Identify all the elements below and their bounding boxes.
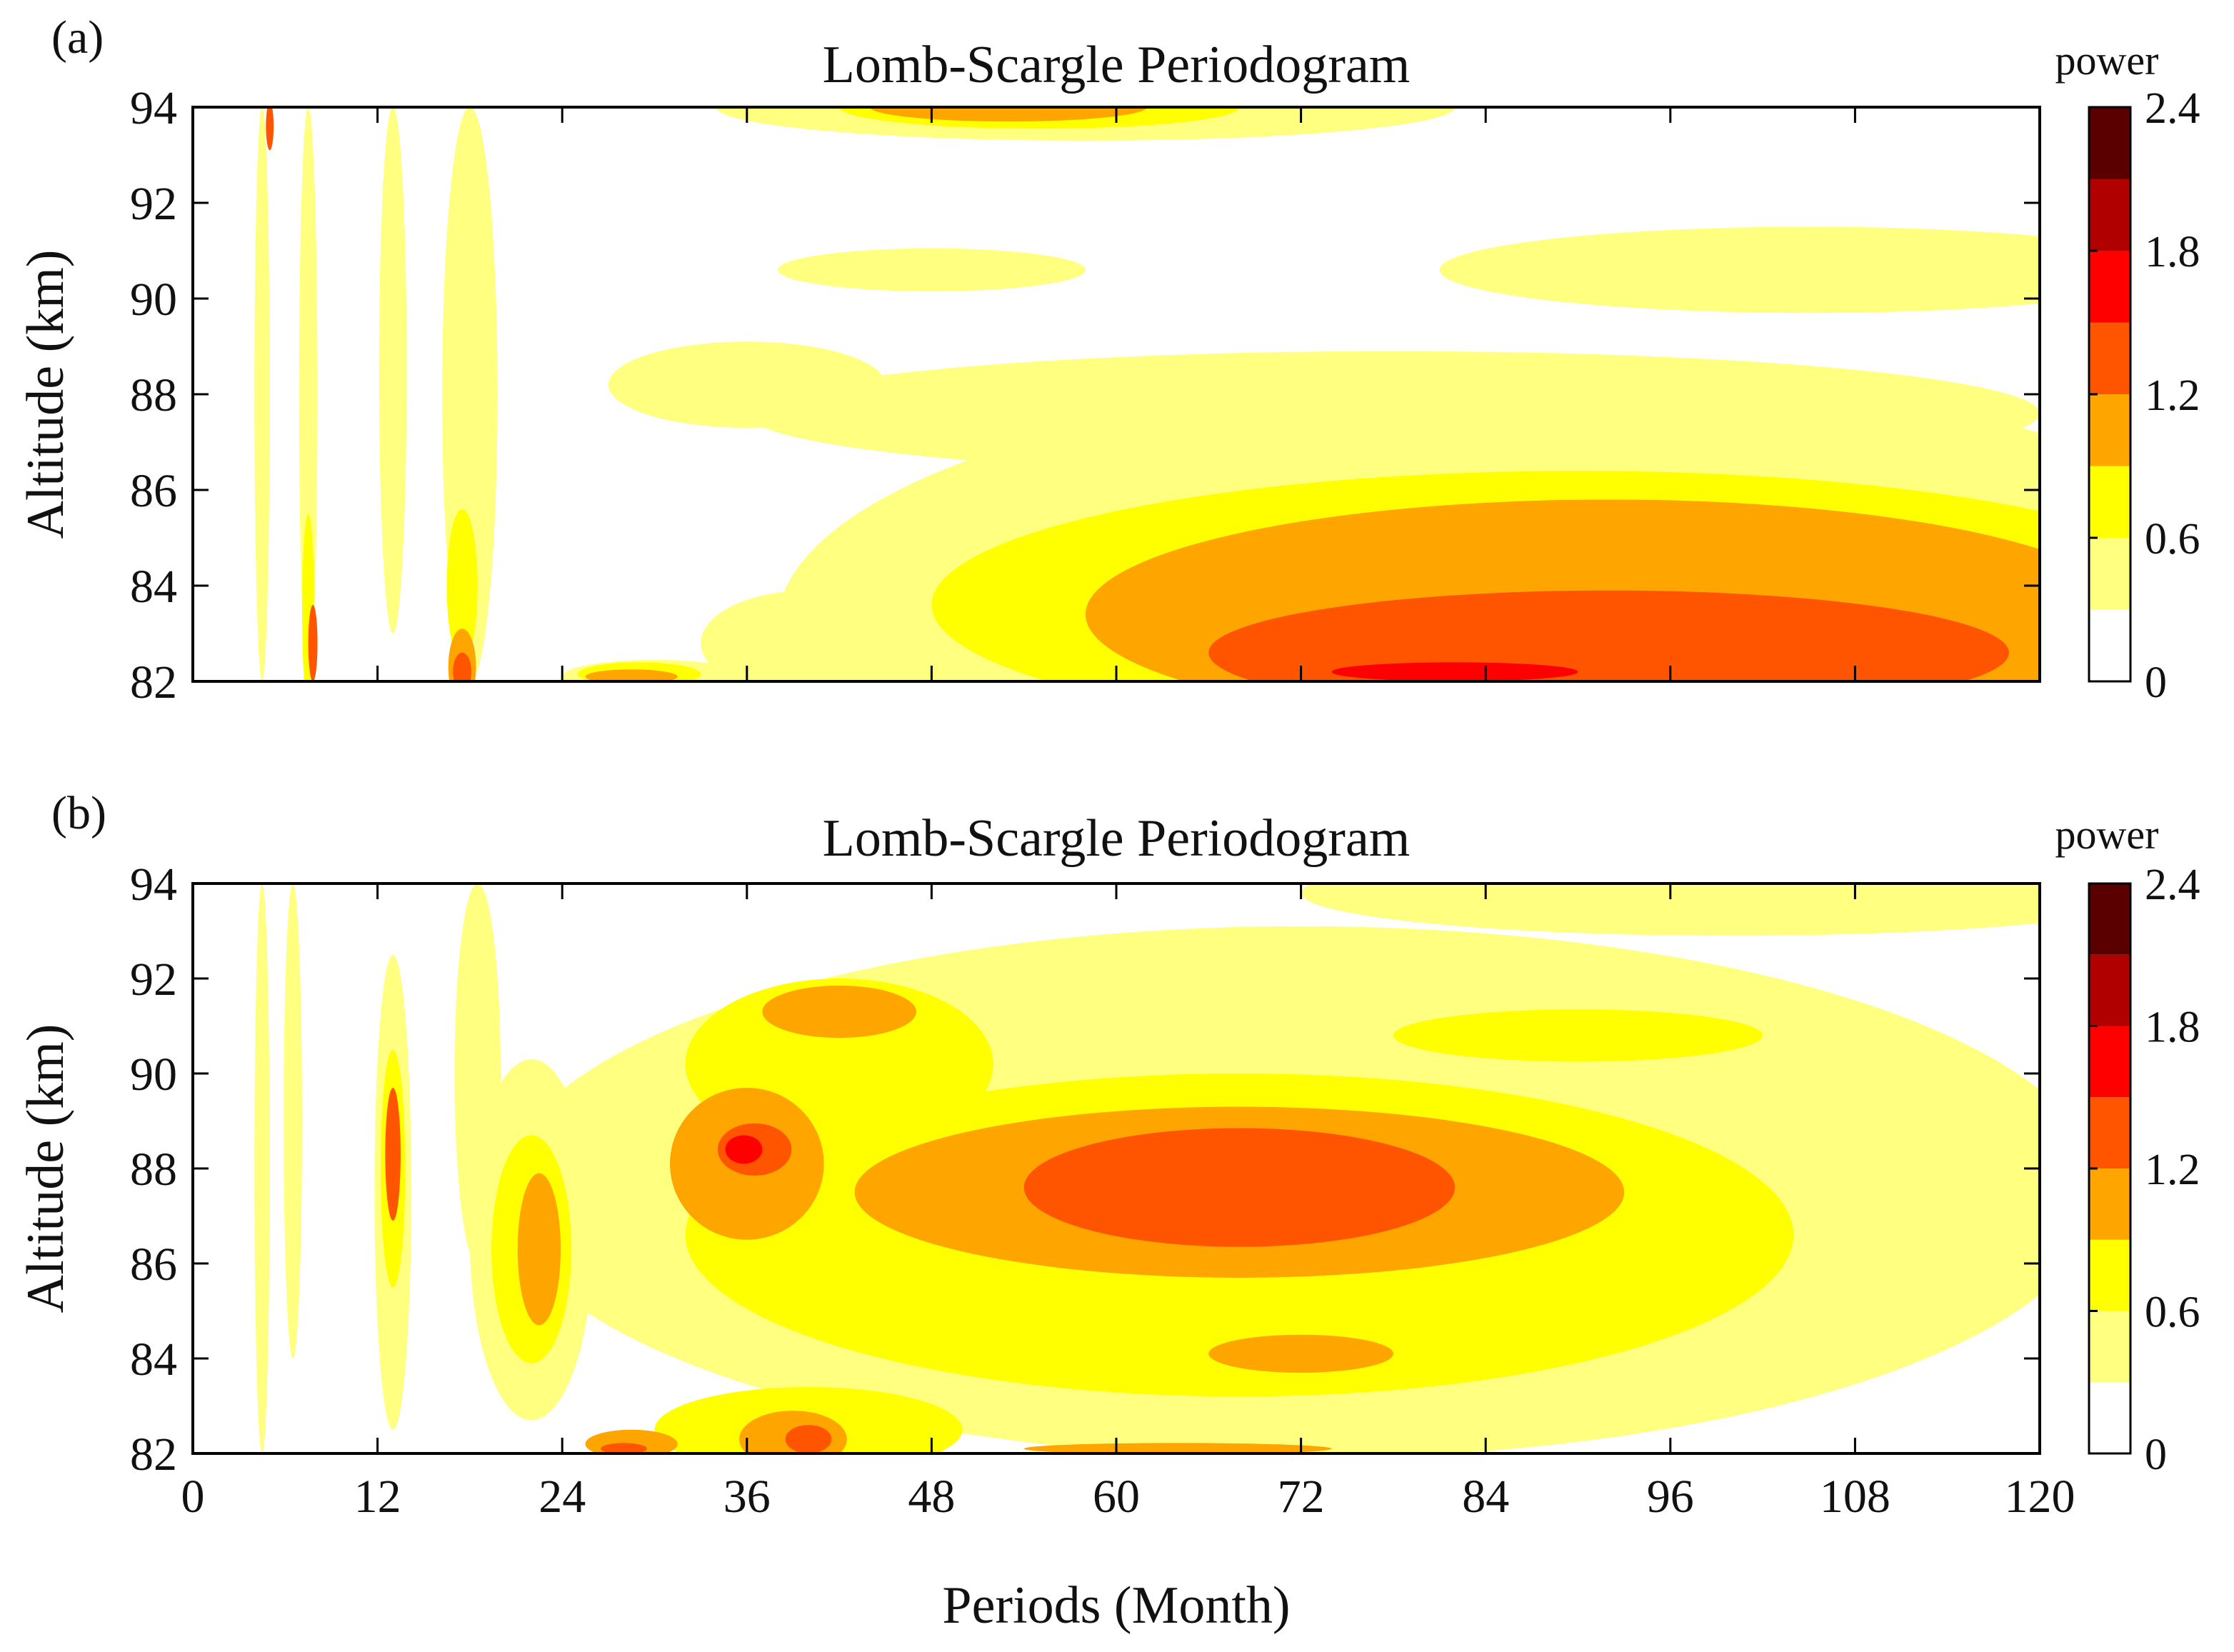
contour-region-level-4: [266, 107, 274, 151]
x-tick-label: 96: [1647, 1471, 1694, 1523]
x-tick-label: 84: [1462, 1471, 1509, 1523]
contour-region-level-1: [284, 883, 303, 1358]
x-tick-label: 72: [1278, 1471, 1325, 1523]
x-tick-label: 120: [2005, 1471, 2075, 1523]
contour-region-level-1: [1301, 883, 2040, 936]
colorbar-tick-label: 1.2: [2145, 371, 2200, 420]
contour-region-level-3: [762, 985, 916, 1038]
y-tick-label: 88: [130, 369, 177, 421]
contour-region-level-2: [446, 509, 478, 663]
panel-b: (b) Lomb-Scargle Periodogram 0 12 24 36 48 60…: [16, 787, 2200, 1523]
panel-b-colorbar: 0 0.6 1.2 1.8 2.4: [2088, 861, 2200, 1479]
panel-a-ylabel: Altitude (km): [16, 250, 75, 539]
panel-a-colorbar-title: power: [2055, 37, 2159, 84]
panel-b-ticks: 0 12 24 36 48 60 72 84 96 108 120 82 84 86 88 90 92 94: [130, 858, 2075, 1523]
x-tick-label: 36: [723, 1471, 771, 1523]
panel-a-ticks: 82 84 86 88 90 92 94: [130, 82, 2041, 709]
colorbar-tick-label: 0.6: [2145, 515, 2200, 564]
panel-a-colorbar: 0 0.6 1.2 1.8 2.4: [2088, 84, 2200, 707]
y-tick-label: 94: [130, 82, 177, 134]
panel-b-ylabel: Altitude (km): [16, 1024, 75, 1313]
x-tick-label: 48: [908, 1471, 955, 1523]
colorbar-band-2: [2089, 1239, 2130, 1311]
colorbar-band-3: [2089, 394, 2130, 466]
panel-b-title: Lomb-Scargle Periodogram: [823, 809, 1411, 868]
colorbar-band-4: [2089, 1097, 2130, 1168]
contour-region-level-4: [1208, 590, 2009, 681]
contour-region-level-5: [725, 1135, 763, 1164]
colorbar-band-7: [2089, 107, 2130, 179]
colorbar-band-0: [2089, 609, 2130, 681]
contour-region-level-1: [254, 107, 270, 681]
contour-region-level-4: [601, 1443, 647, 1453]
colorbar-tick-label: 0.6: [2145, 1288, 2200, 1337]
contour-region-level-1: [746, 351, 2040, 476]
contour-region-level-1: [254, 883, 270, 1453]
colorbar-band-0: [2089, 1382, 2130, 1453]
colorbar-band-5: [2089, 1026, 2130, 1098]
panel-a-contour-fills: [254, 107, 2040, 681]
y-tick-label: 86: [130, 1238, 177, 1291]
contour-region-level-1: [701, 590, 916, 681]
contour-region-level-1: [454, 883, 501, 1263]
contour-region-level-1: [1439, 226, 2040, 314]
colorbar-tick-label: 2.4: [2145, 861, 2200, 909]
colorbar-band-7: [2089, 883, 2130, 955]
x-axis-title: Periods (Month): [942, 1576, 1290, 1635]
panel-a: (a) Lomb-Scargle Periodogram 82 84 86 88 90 9…: [16, 11, 2200, 709]
colorbar-band-1: [2089, 1311, 2130, 1383]
contour-region-level-4: [308, 604, 318, 681]
contour-region-level-3: [870, 107, 1148, 122]
panel-a-letter: (a): [51, 11, 104, 64]
panel-b-colorbar-title: power: [2055, 811, 2159, 858]
y-tick-label: 90: [130, 274, 177, 326]
colorbar-tick-label: 2.4: [2145, 84, 2200, 133]
colorbar-band-1: [2089, 538, 2130, 610]
x-tick-label: 24: [539, 1471, 586, 1523]
panel-b-contour-fills: [254, 883, 2040, 1453]
contour-region-level-1: [379, 107, 407, 634]
contour-region-level-4: [1023, 1128, 1456, 1247]
y-tick-label: 88: [130, 1143, 177, 1196]
panel-b-letter: (b): [51, 787, 106, 839]
contour-region-level-1: [299, 107, 318, 681]
y-tick-label: 86: [130, 465, 177, 517]
colorbar-tick-label: 0: [2145, 1431, 2167, 1479]
contour-region-level-2: [1393, 1009, 1763, 1062]
colorbar-band-6: [2089, 954, 2130, 1026]
colorbar-tick-label: 0: [2145, 659, 2167, 707]
x-tick-label: 60: [1093, 1471, 1140, 1523]
colorbar-band-5: [2089, 251, 2130, 323]
contour-region-level-5: [1331, 662, 1578, 681]
colorbar-tick-label: 1.8: [2145, 228, 2200, 276]
contour-region-level-3: [1208, 1334, 1393, 1373]
y-tick-label: 90: [130, 1048, 177, 1101]
colorbar-tick-label: 1.8: [2145, 1003, 2200, 1052]
colorbar-band-4: [2089, 322, 2130, 394]
contour-region-level-4: [785, 1425, 832, 1453]
colorbar-band-3: [2089, 1168, 2130, 1240]
y-tick-label: 82: [130, 656, 177, 709]
contour-region-level-3: [1023, 1443, 1332, 1453]
panel-a-title: Lomb-Scargle Periodogram: [823, 36, 1411, 94]
y-tick-label: 94: [130, 858, 177, 911]
colorbar-band-6: [2089, 179, 2130, 251]
contour-region-level-4: [453, 652, 472, 681]
x-tick-label: 12: [354, 1471, 401, 1523]
contour-region-level-3: [517, 1173, 561, 1326]
contour-region-level-1: [777, 248, 1086, 291]
y-tick-label: 92: [130, 953, 177, 1006]
contour-region-level-1: [608, 341, 886, 428]
contour-region-level-4: [385, 1087, 401, 1221]
y-tick-label: 84: [130, 1333, 177, 1386]
y-tick-label: 92: [130, 178, 177, 230]
colorbar-band-2: [2089, 466, 2130, 538]
y-tick-label: 84: [130, 561, 177, 613]
x-tick-label: 0: [181, 1471, 205, 1523]
contour-region-level-3: [585, 669, 678, 681]
y-tick-label: 82: [130, 1428, 177, 1481]
colorbar-tick-label: 1.2: [2145, 1146, 2200, 1194]
x-tick-label: 108: [1820, 1471, 1890, 1523]
